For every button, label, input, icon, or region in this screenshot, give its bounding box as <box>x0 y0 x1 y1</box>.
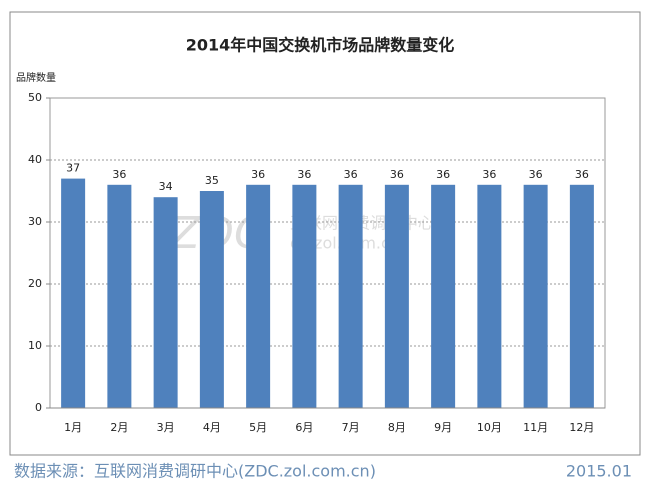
bar <box>199 191 224 408</box>
value-label: 34 <box>159 180 173 193</box>
bar <box>246 184 271 408</box>
value-label: 36 <box>575 168 589 181</box>
y-tick-label: 10 <box>28 339 42 352</box>
value-label: 36 <box>344 168 358 181</box>
x-tick-label: 7月 <box>342 421 360 434</box>
x-tick-label: 1月 <box>64 421 82 434</box>
x-tick-label: 9月 <box>434 421 452 434</box>
bar <box>153 197 178 408</box>
value-label: 36 <box>482 168 496 181</box>
bar <box>61 178 86 408</box>
y-tick-label: 30 <box>28 215 42 228</box>
x-tick-label: 11月 <box>523 421 548 434</box>
bar <box>384 184 409 408</box>
footer-source: 数据来源：互联网消费调研中心(ZDC.zol.com.cn) <box>14 462 376 481</box>
y-axis-label: 品牌数量 <box>16 71 56 84</box>
x-tick-label: 6月 <box>295 421 313 434</box>
x-tick-label: 2月 <box>110 421 128 434</box>
y-tick-label: 50 <box>28 91 42 104</box>
value-label: 36 <box>112 168 126 181</box>
y-tick-label: 40 <box>28 153 42 166</box>
value-label: 36 <box>436 168 450 181</box>
bar <box>523 184 548 408</box>
bar <box>292 184 317 408</box>
x-tick-label: 3月 <box>157 421 175 434</box>
value-label: 36 <box>529 168 543 181</box>
bar <box>338 184 363 408</box>
x-tick-label: 12月 <box>569 421 594 434</box>
y-tick-label: 20 <box>28 277 42 290</box>
bar <box>431 184 456 408</box>
value-label: 36 <box>251 168 265 181</box>
x-tick-label: 8月 <box>388 421 406 434</box>
x-tick-label: 10月 <box>477 421 502 434</box>
x-tick-label: 5月 <box>249 421 267 434</box>
y-tick-label: 0 <box>35 401 42 414</box>
chart-title: 2014年中国交换机市场品牌数量变化 <box>186 36 455 55</box>
bar <box>107 184 132 408</box>
bar <box>477 184 502 408</box>
bar <box>569 184 594 408</box>
footer-date: 2015.01 <box>566 462 632 481</box>
value-label: 37 <box>66 162 80 175</box>
value-label: 36 <box>297 168 311 181</box>
value-label: 36 <box>390 168 404 181</box>
x-tick-label: 4月 <box>203 421 221 434</box>
value-label: 35 <box>205 174 219 187</box>
